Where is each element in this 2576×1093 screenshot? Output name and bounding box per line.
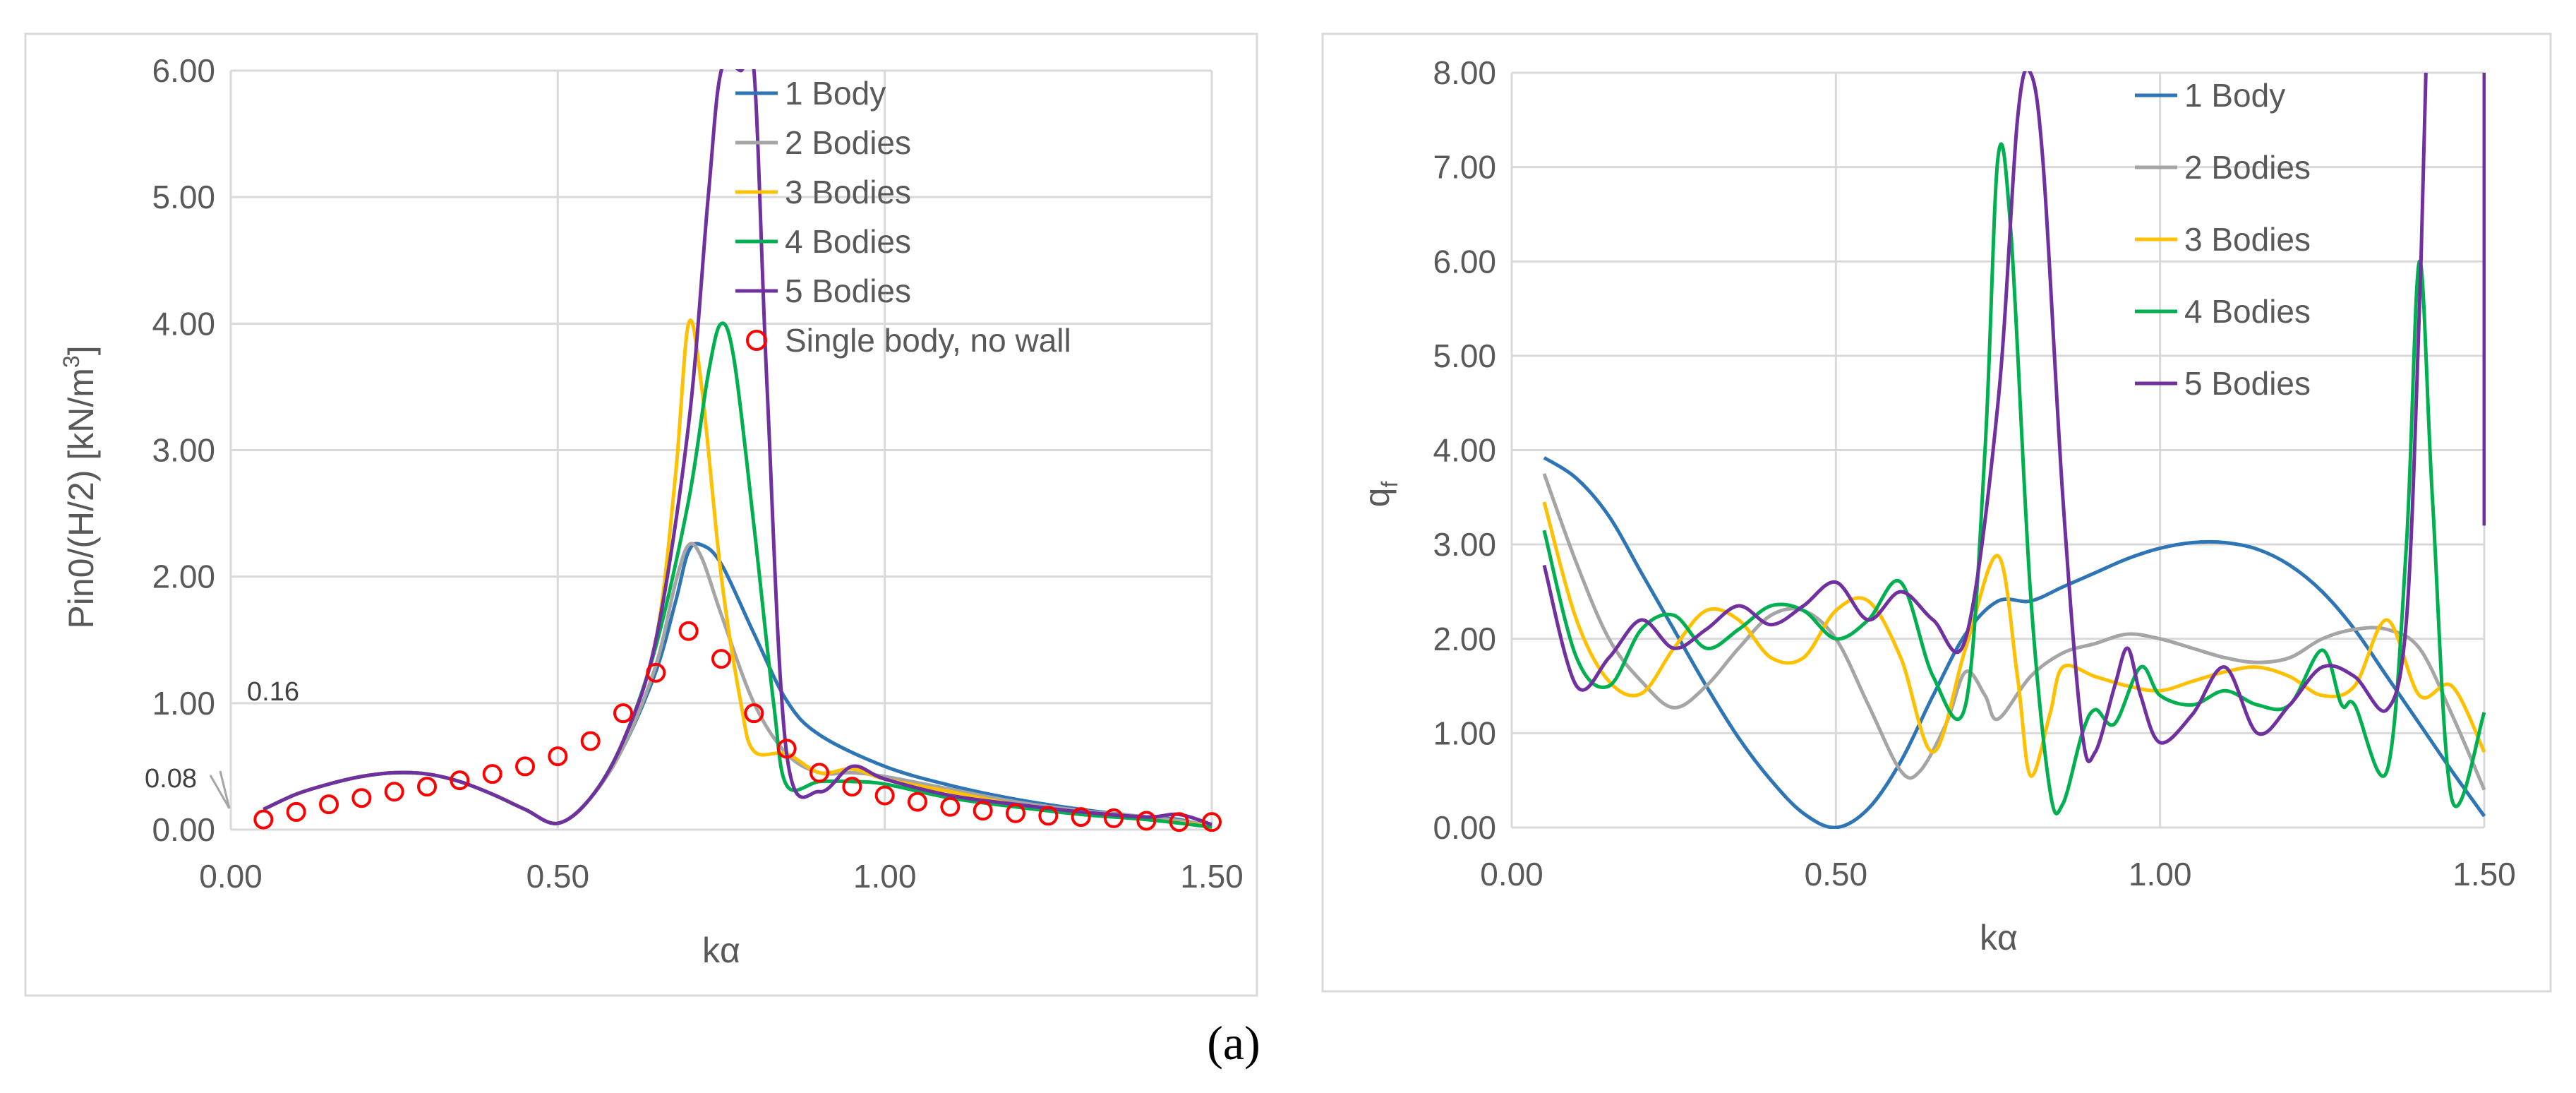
chart-1-x-tick-label: 1.50	[1180, 858, 1244, 895]
chart-1-scatter-point	[417, 777, 437, 797]
chart-1-series-5-line	[263, 69, 1212, 827]
chart-1-scatter-point	[482, 764, 502, 784]
chart-2-tick-labels: 0.00 1.00 2.00 3.00 4.00 5.00 6.00 7.00 8.00 0.00…	[1433, 54, 2515, 892]
chart-1-legend-label: 3 Bodies	[785, 174, 911, 210]
chart-2-x-tick-label: 0.50	[1805, 856, 1868, 892]
chart-1-scatter-point	[678, 621, 699, 641]
chart-1-scatter-point	[351, 788, 372, 808]
chart-1-y-label-sup: 3	[59, 355, 84, 368]
chart-1-legend-label: 5 Bodies	[785, 273, 911, 309]
chart-1-scatter-point	[1071, 807, 1091, 828]
chart-1-y-tick-label: 4.00	[152, 305, 215, 342]
chart-1-scatter	[253, 621, 1222, 832]
chart-1-scatter-point	[1136, 811, 1157, 831]
chart-2-series-5-line	[1542, 71, 2428, 763]
chart-2-y-tick-label: 6.00	[1433, 243, 1496, 280]
chart-1-annotation-leader-016	[219, 770, 231, 809]
chart-1-scatter-point	[1038, 806, 1059, 826]
chart-1-series-4-line	[263, 321, 1212, 829]
chart-1-y-tick-label: 1.00	[152, 685, 215, 722]
chart-1-frame	[24, 32, 1258, 997]
chart-1-scatter-point	[809, 763, 829, 783]
chart-1-y-tick-label: 3.00	[152, 432, 215, 469]
chart-1-scatter-point	[548, 746, 568, 767]
chart-1-scatter-point	[973, 801, 993, 821]
chart-2-series	[1542, 71, 2486, 829]
chart-1-y-label-end: ]	[61, 345, 101, 355]
chart-1-scatter-point	[253, 809, 274, 830]
chart-1-scatter-point	[874, 785, 895, 806]
chart-2-x-axis-label: kα	[1980, 918, 2018, 957]
chart-1-y-axis-label: Pin0/(H/2) [kN/m3]	[59, 345, 101, 628]
chart-2-y-tick-label: 8.00	[1433, 54, 1496, 91]
chart-2-x-tick-label: 0.00	[1480, 856, 1543, 892]
chart-1-legend-marker	[746, 330, 767, 351]
chart-1-y-tick-label: 0.00	[152, 811, 215, 848]
chart-2-y-tick-label: 0.00	[1433, 809, 1496, 846]
chart-2-y-tick-label: 5.00	[1433, 338, 1496, 374]
chart-2-y-tick-label: 3.00	[1433, 526, 1496, 563]
chart-1-scatter-point	[776, 739, 797, 759]
chart-2-y-label-main: q	[1357, 488, 1397, 508]
chart-1-x-axis-label: kα	[702, 931, 740, 970]
chart-2-legend-label: 2 Bodies	[2184, 149, 2311, 186]
chart-2-x-tick-label: 1.50	[2452, 856, 2516, 892]
chart-1-scatter-point	[1006, 803, 1025, 823]
chart-2-legend-label: 3 Bodies	[2184, 221, 2311, 258]
chart-1-series	[263, 69, 1212, 829]
chart-1-scatter-point	[842, 777, 862, 797]
chart-1-scatter-point	[286, 801, 306, 822]
chart-1-annotation-016: 0.16	[247, 677, 299, 707]
chart-1-scatter-point	[580, 731, 601, 751]
chart-2-legend-label: 1 Body	[2184, 77, 2285, 114]
chart-1-scatter-point	[744, 703, 764, 724]
chart-1-x-tick-label: 0.50	[526, 858, 590, 895]
chart-2-y-tick-label: 1.00	[1433, 715, 1496, 751]
chart-2-y-label-sub: f	[1377, 482, 1402, 488]
chart-1-scatter-point	[1104, 808, 1124, 828]
chart-2-y-tick-label: 4.00	[1433, 432, 1496, 469]
chart-1-y-tick-label: 6.00	[152, 52, 215, 89]
chart-1-gridlines	[229, 69, 1213, 831]
chart-2-series-4-line	[1542, 142, 2486, 816]
chart-1-legend-label: 2 Bodies	[785, 124, 911, 161]
chart-1-y-tick-label: 2.00	[152, 559, 215, 595]
chart-1-scatter-point	[711, 649, 731, 669]
chart-1-legend: 1 Body 2 Bodies 3 Bodies 4 Bodies 5 Bodies Si…	[735, 75, 1071, 359]
chart-1-scatter-point	[319, 794, 339, 815]
chart-2-y-tick-label: 7.00	[1433, 149, 1496, 186]
chart-1-scatter-point	[515, 756, 535, 777]
chart-1-y-tick-label: 5.00	[152, 179, 215, 215]
chart-1-scatter-point	[613, 703, 633, 724]
chart-2-legend-label: 5 Bodies	[2184, 365, 2311, 402]
chart-1-scatter-point	[908, 792, 927, 812]
chart-1-legend-label: 4 Bodies	[785, 223, 911, 260]
chart-1-scatter-point	[450, 770, 470, 791]
chart-1-legend-label: Single body, no wall	[785, 322, 1071, 359]
chart-1-scatter-point	[1202, 812, 1222, 832]
chart-2-series-3-line	[1542, 501, 2486, 778]
chart-2-legend: 1 Body 2 Bodies 3 Bodies 4 Bodies 5 Bodies	[2135, 77, 2311, 402]
chart-2-series-1-line	[1543, 456, 2486, 829]
chart-1-legend-label: 1 Body	[785, 75, 886, 112]
chart-1-scatter-point	[940, 796, 961, 817]
chart-1-y-label-main: Pin0/(H/2) [kN/m	[61, 368, 101, 629]
chart-1-scatter-point	[1169, 812, 1189, 832]
chart-2-legend-label: 4 Bodies	[2184, 293, 2311, 330]
chart-2-gridlines	[1510, 71, 2486, 829]
chart-2-y-axis-label: qf	[1357, 482, 1402, 508]
chart-2-frame	[1321, 32, 2552, 993]
chart-1-tick-labels: 0.00 1.00 2.00 3.00 4.00 5.00 6.00 0.00 0.50 1.00…	[152, 52, 1243, 895]
chart-2-series-2-line	[1542, 473, 2486, 791]
figure-caption: (a)	[1207, 1016, 1260, 1070]
chart-1-scatter-point	[646, 662, 666, 683]
chart-2-y-tick-label: 2.00	[1433, 621, 1496, 657]
chart-2-x-tick-label: 1.00	[2129, 856, 2192, 892]
chart-1-annotation-leader-008	[209, 775, 231, 809]
chart-1-x-tick-label: 1.00	[853, 858, 917, 895]
chart-1-scatter-point	[384, 782, 404, 802]
chart-1-x-tick-label: 0.00	[199, 858, 263, 895]
chart-1-annotation-008: 0.08	[145, 764, 197, 794]
